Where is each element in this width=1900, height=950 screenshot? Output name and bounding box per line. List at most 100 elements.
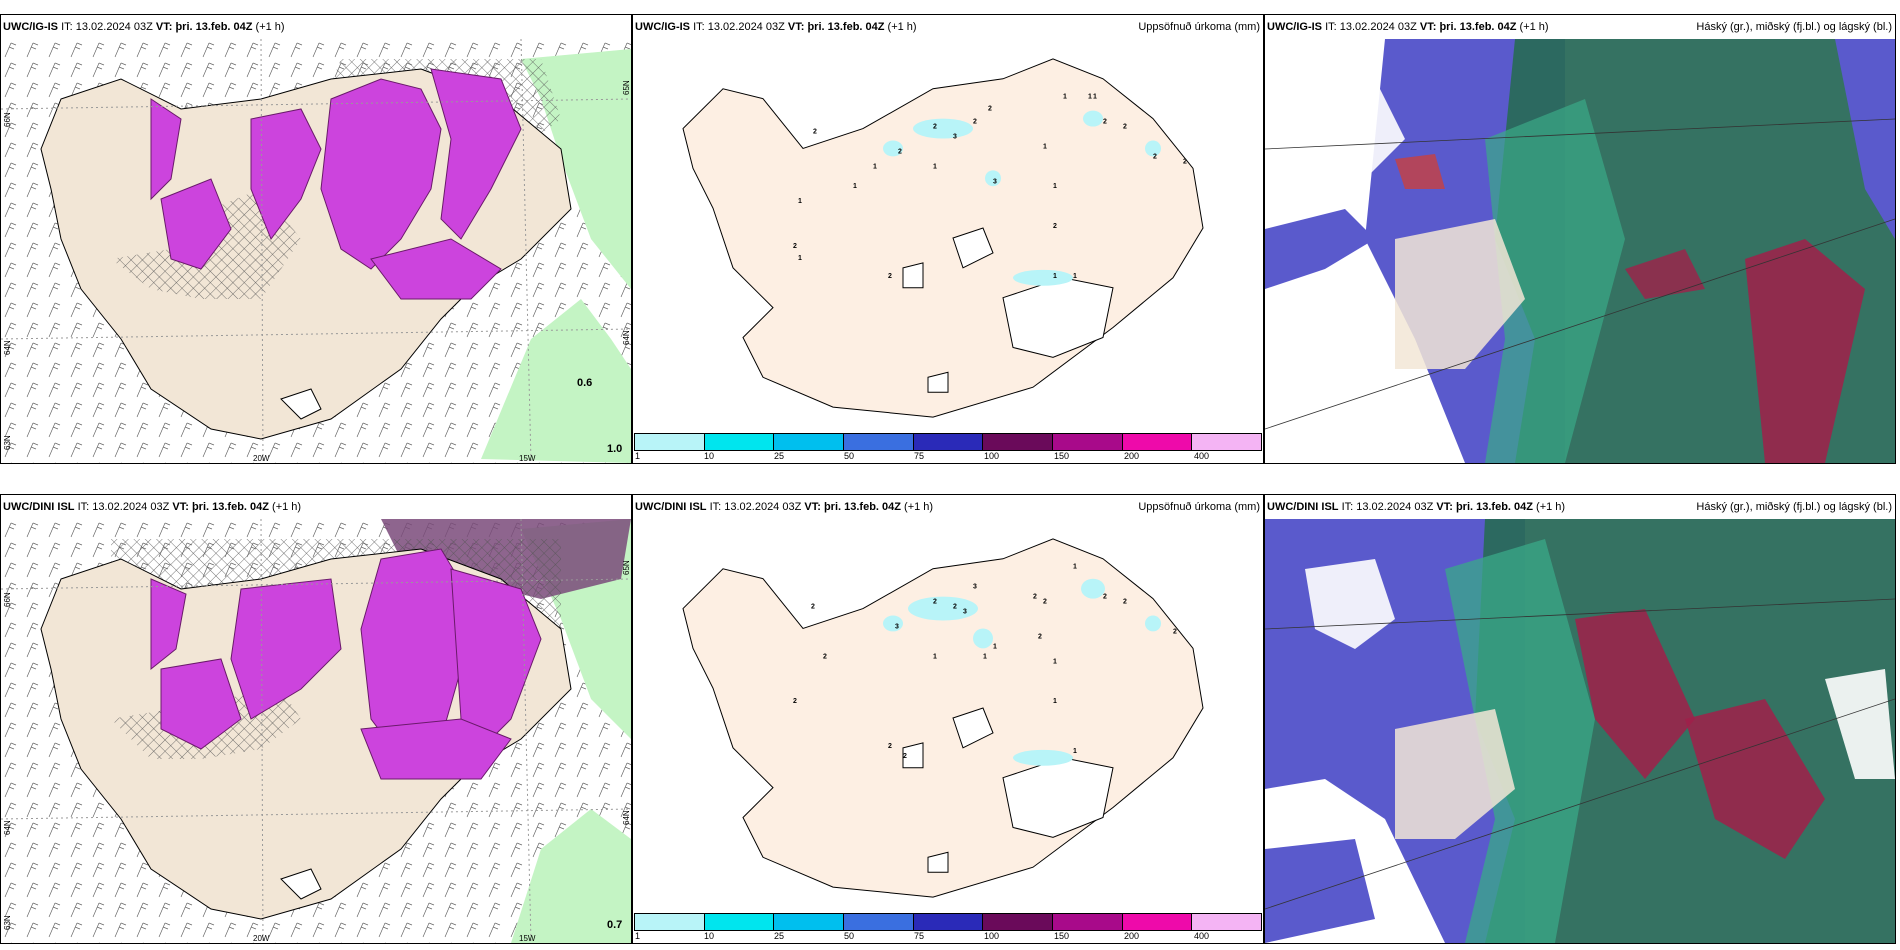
precip-value: 3 — [973, 584, 977, 591]
vt-value: þri. 13.feb. 04Z — [1455, 501, 1533, 513]
lead-time: (+1 h) — [255, 21, 285, 33]
colorbar-swatch — [844, 914, 914, 930]
model-name: UWC/DINI ISL — [635, 501, 707, 513]
precip-value: 1 — [993, 643, 997, 650]
precip-value: 1 — [1053, 658, 1057, 665]
lat-label-64-right: 64N — [622, 810, 631, 825]
panel-title: UWC/IG-IS IT: 13.02.2024 03Z VT: þri. 13… — [633, 15, 1263, 39]
precip-value: 2 — [988, 106, 992, 113]
vt-value: þri. 13.feb. 04Z — [191, 501, 269, 513]
colorbar-label: 200 — [1124, 451, 1140, 461]
colorbar-label: 50 — [844, 451, 855, 461]
it-value: 13.02.2024 03Z — [92, 501, 170, 513]
lead-time: (+1 h) — [1536, 501, 1566, 513]
wind-precip-panel-top: UWC/IG-IS IT: 13.02.2024 03Z VT: þri. 13… — [0, 14, 632, 464]
it-value: 13.02.2024 03Z — [724, 501, 802, 513]
precip-value: 2 — [1103, 594, 1107, 601]
colorbar-label: 50 — [844, 931, 855, 941]
max-value-label: 0.7 — [607, 919, 623, 931]
vt-label: VT: — [1419, 21, 1437, 33]
wind-map-top — [1, 39, 631, 463]
precip-value: 2 — [933, 124, 937, 131]
lon-label-20w: 20W — [253, 454, 270, 463]
colorbar-label: 1 — [635, 451, 641, 461]
precip-value: 2 — [888, 273, 892, 280]
lead-time: (+1 h) — [1519, 21, 1549, 33]
precip-value: 2 — [898, 148, 902, 155]
precip-value: 1 — [1053, 698, 1057, 705]
precip-value: 2 — [1033, 594, 1037, 601]
colorbar-swatch — [635, 434, 705, 450]
colorbar-swatch — [983, 914, 1054, 930]
it-value: 13.02.2024 03Z — [1356, 501, 1434, 513]
it-value: 13.02.2024 03Z — [75, 21, 153, 33]
lat-label-63: 63N — [3, 915, 12, 930]
it-label: IT: — [709, 501, 722, 513]
colorbar-swatch — [704, 914, 775, 930]
wind-precip-panel-bottom: UWC/DINI ISL IT: 13.02.2024 03Z VT: þri.… — [0, 494, 632, 944]
colorbar-label: 100 — [984, 931, 1000, 941]
colorbar-swatch — [1192, 914, 1262, 930]
panel-title: UWC/DINI ISL IT: 13.02.2024 03Z VT: þri.… — [1, 495, 631, 519]
panel-title: UWC/DINI ISL IT: 13.02.2024 03Z VT: þri.… — [1265, 495, 1895, 519]
colorbar-swatch — [1053, 434, 1123, 450]
it-value: 13.02.2024 03Z — [707, 21, 785, 33]
it-label: IT: — [1341, 501, 1354, 513]
lon-label-15w: 15W — [519, 934, 536, 943]
precip-value: 2 — [793, 698, 797, 705]
cloud-panel-top: UWC/IG-IS IT: 13.02.2024 03Z VT: þri. 13… — [1264, 14, 1896, 464]
vt-label: VT: — [804, 501, 821, 513]
colorbar-swatch — [983, 434, 1054, 450]
precip-value: 2 — [1053, 223, 1057, 230]
colorbar-swatch — [774, 914, 845, 930]
precip-value: 1 — [933, 163, 937, 170]
colorbar-label: 25 — [774, 451, 785, 461]
max-value-label: 1.0 — [607, 443, 623, 455]
colorbar-swatch — [1053, 914, 1123, 930]
cloud-map-bottom — [1265, 519, 1895, 943]
lead-time: (+1 h) — [904, 501, 934, 513]
colorbar-swatch — [704, 434, 775, 450]
lat-label-65-right: 65N — [622, 80, 631, 95]
precip-value: 2 — [888, 743, 892, 750]
lead-time: (+1 h) — [887, 21, 917, 33]
colorbar-swatch — [1192, 434, 1262, 450]
wind-map-bottom — [1, 519, 631, 943]
vt-value: þri. 13.feb. 04Z — [1439, 21, 1517, 33]
colorbar-label: 25 — [774, 931, 785, 941]
precip-title: Uppsöfnuð úrkoma (mm) — [1138, 501, 1260, 513]
precip-map-bottom: 2 3 2 2 3 3 2 1 2 2 2 1 1 2 2 2 1 1 2 1 — [633, 519, 1263, 913]
colorbar-swatch — [635, 914, 705, 930]
precip-value: 2 — [1123, 599, 1127, 606]
precip-value: 2 — [953, 604, 957, 611]
precip-value: 1 — [1063, 94, 1067, 101]
precip-value: 2 — [973, 119, 977, 126]
precip-value: 2 — [1153, 153, 1157, 160]
vt-label: VT: — [1436, 501, 1453, 513]
colorbar-label: 75 — [914, 451, 925, 461]
lat-label-66: 66N — [3, 592, 12, 607]
vt-value: þri. 13.feb. 04Z — [175, 21, 253, 33]
precip-value: 1 — [853, 183, 857, 190]
precip-value: 2 — [811, 604, 815, 611]
cloud-title: Háský (gr.), miðský (fj.bl.) og lágský (… — [1696, 21, 1892, 33]
precip-value: 2 — [903, 753, 907, 760]
colorbar-label: 400 — [1194, 451, 1210, 461]
vt-label: VT: — [155, 21, 173, 33]
precip-value: 1 — [933, 653, 937, 660]
colorbar-swatches — [634, 913, 1262, 931]
lat-label-64-right: 64N — [622, 330, 631, 345]
it-label: IT: — [693, 21, 705, 33]
colorbar-label: 400 — [1194, 931, 1210, 941]
precip-value: 1 — [1073, 564, 1077, 571]
precip-value: 1 — [1073, 748, 1077, 755]
precip-value: 1 — [1093, 94, 1097, 101]
model-name: UWC/IG-IS — [635, 21, 690, 33]
precip-value: 2 — [1173, 628, 1177, 635]
model-name: UWC/IG-IS — [3, 21, 58, 33]
colorbar-swatch — [774, 434, 845, 450]
panel-title: UWC/DINI ISL IT: 13.02.2024 03Z VT: þri.… — [633, 495, 1263, 519]
precip-value: 2 — [1038, 633, 1042, 640]
model-name: UWC/DINI ISL — [1267, 501, 1339, 513]
lat-label-64: 64N — [3, 340, 12, 355]
